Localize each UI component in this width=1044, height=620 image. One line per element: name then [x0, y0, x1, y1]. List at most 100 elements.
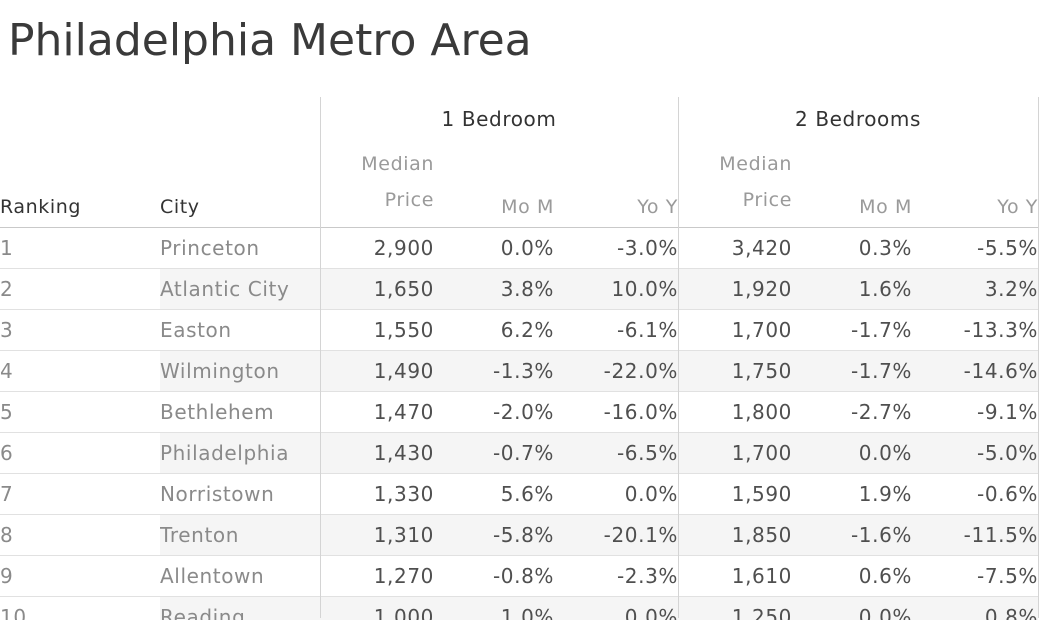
yoy-2br-cell[interactable]: -13.3% [912, 309, 1039, 351]
column-header-mom-2br[interactable]: Mo M [792, 141, 913, 228]
yoy-2br-cell[interactable]: -9.1% [912, 391, 1039, 433]
yoy-1br-cell[interactable]: -6.5% [554, 432, 679, 474]
mom-2br-cell[interactable]: -1.6% [792, 514, 913, 556]
yoy-1br-cell[interactable]: -16.0% [554, 391, 679, 433]
mom-2br-cell[interactable]: 0.6% [792, 555, 913, 597]
group-header-2-bedrooms[interactable]: 2 Bedrooms [795, 107, 921, 131]
table-row: 1 Princeton 2,900 0.0% -3.0% 3,420 0.3% … [0, 227, 1039, 269]
pane-divider-middle [678, 97, 679, 618]
rank-cell[interactable]: 9 [0, 555, 160, 597]
median-price-1br-cell[interactable]: 1,000 [320, 596, 434, 620]
mom-1br-cell[interactable]: -2.0% [434, 391, 554, 433]
yoy-1br-cell[interactable]: 0.0% [554, 596, 679, 620]
table-row: 7 Norristown 1,330 5.6% 0.0% 1,590 1.9% … [0, 473, 1039, 515]
rank-cell[interactable]: 6 [0, 432, 160, 474]
table-row: 10 Reading 1,000 1.0% 0.0% 1,250 0.0% 0.… [0, 596, 1039, 620]
column-header-city[interactable]: City [160, 141, 320, 228]
city-cell[interactable]: Norristown [160, 473, 320, 515]
yoy-1br-cell[interactable]: 0.0% [554, 473, 679, 515]
column-header-mom-1br[interactable]: Mo M [434, 141, 554, 228]
column-header-yoy-2br[interactable]: Yo Y [912, 141, 1039, 228]
yoy-1br-cell[interactable]: -6.1% [554, 309, 679, 351]
yoy-2br-cell[interactable]: 3.2% [912, 268, 1039, 310]
median-price-1br-cell[interactable]: 1,330 [320, 473, 434, 515]
yoy-2br-cell[interactable]: -11.5% [912, 514, 1039, 556]
mom-2br-cell[interactable]: -1.7% [792, 309, 913, 351]
rank-cell[interactable]: 5 [0, 391, 160, 433]
rank-cell[interactable]: 7 [0, 473, 160, 515]
rank-cell[interactable]: 3 [0, 309, 160, 351]
median-price-1br-cell[interactable]: 1,470 [320, 391, 434, 433]
mom-1br-cell[interactable]: -5.8% [434, 514, 554, 556]
mom-1br-cell[interactable]: 6.2% [434, 309, 554, 351]
median-price-2br-cell[interactable]: 1,920 [678, 268, 793, 310]
rank-cell[interactable]: 1 [0, 227, 160, 269]
group-header-1-bedroom[interactable]: 1 Bedroom [441, 107, 557, 131]
median-price-1br-cell[interactable]: 1,270 [320, 555, 434, 597]
mom-1br-cell[interactable]: 5.6% [434, 473, 554, 515]
city-cell[interactable]: Reading [160, 596, 320, 620]
city-cell[interactable]: Wilmington [160, 350, 320, 392]
mom-2br-cell[interactable]: 1.6% [792, 268, 913, 310]
city-cell[interactable]: Allentown [160, 555, 320, 597]
mom-1br-cell[interactable]: 3.8% [434, 268, 554, 310]
median-price-2br-cell[interactable]: 3,420 [678, 227, 793, 269]
yoy-2br-cell[interactable]: -5.0% [912, 432, 1039, 474]
column-header-median-price-2br[interactable]: Median Price [678, 141, 793, 228]
table-row: 5 Bethlehem 1,470 -2.0% -16.0% 1,800 -2.… [0, 391, 1039, 433]
yoy-2br-cell[interactable]: -5.5% [912, 227, 1039, 269]
median-price-1br-cell[interactable]: 2,900 [320, 227, 434, 269]
median-price-1br-cell[interactable]: 1,430 [320, 432, 434, 474]
mom-1br-cell[interactable]: 0.0% [434, 227, 554, 269]
rank-cell[interactable]: 2 [0, 268, 160, 310]
yoy-2br-cell[interactable]: -0.6% [912, 473, 1039, 515]
yoy-2br-cell[interactable]: 0.8% [912, 596, 1039, 620]
median-price-2br-cell[interactable]: 1,250 [678, 596, 793, 620]
median-price-2br-cell[interactable]: 1,590 [678, 473, 793, 515]
rank-cell[interactable]: 4 [0, 350, 160, 392]
table-row: 6 Philadelphia 1,430 -0.7% -6.5% 1,700 0… [0, 432, 1039, 474]
yoy-1br-cell[interactable]: -20.1% [554, 514, 679, 556]
yoy-1br-cell[interactable]: -2.3% [554, 555, 679, 597]
column-header-row: Ranking City Median Price Mo M Yo Y Medi… [0, 141, 1039, 228]
median-price-1br-cell[interactable]: 1,310 [320, 514, 434, 556]
column-header-yoy-1br[interactable]: Yo Y [554, 141, 679, 228]
yoy-2br-cell[interactable]: -14.6% [912, 350, 1039, 392]
mom-2br-cell[interactable]: -2.7% [792, 391, 913, 433]
mom-1br-cell[interactable]: -1.3% [434, 350, 554, 392]
yoy-1br-cell[interactable]: -22.0% [554, 350, 679, 392]
city-cell[interactable]: Atlantic City [160, 268, 320, 310]
city-cell[interactable]: Easton [160, 309, 320, 351]
median-price-2br-cell[interactable]: 1,850 [678, 514, 793, 556]
mom-1br-cell[interactable]: -0.8% [434, 555, 554, 597]
mom-1br-cell[interactable]: 1.0% [434, 596, 554, 620]
column-header-median-price-1br[interactable]: Median Price [320, 141, 434, 228]
median-price-2br-cell[interactable]: 1,800 [678, 391, 793, 433]
median-price-1br-cell[interactable]: 1,550 [320, 309, 434, 351]
rank-cell[interactable]: 8 [0, 514, 160, 556]
yoy-1br-cell[interactable]: 10.0% [554, 268, 679, 310]
median-price-2br-cell[interactable]: 1,610 [678, 555, 793, 597]
rank-cell[interactable]: 10 [0, 596, 160, 620]
yoy-2br-cell[interactable]: -7.5% [912, 555, 1039, 597]
mom-2br-cell[interactable]: -1.7% [792, 350, 913, 392]
city-cell[interactable]: Trenton [160, 514, 320, 556]
mom-2br-cell[interactable]: 0.0% [792, 596, 913, 620]
median-price-1br-cell[interactable]: 1,490 [320, 350, 434, 392]
mom-1br-cell[interactable]: -0.7% [434, 432, 554, 474]
table-row: 2 Atlantic City 1,650 3.8% 10.0% 1,920 1… [0, 268, 1039, 310]
median-price-2br-cell[interactable]: 1,750 [678, 350, 793, 392]
mom-2br-cell[interactable]: 0.3% [792, 227, 913, 269]
mom-2br-cell[interactable]: 1.9% [792, 473, 913, 515]
median-price-2br-cell[interactable]: 1,700 [678, 432, 793, 474]
city-cell[interactable]: Philadelphia [160, 432, 320, 474]
group-header-spacer [0, 97, 320, 141]
median-price-1br-cell[interactable]: 1,650 [320, 268, 434, 310]
mom-2br-cell[interactable]: 0.0% [792, 432, 913, 474]
median-price-2br-cell[interactable]: 1,700 [678, 309, 793, 351]
city-cell[interactable]: Princeton [160, 227, 320, 269]
pane-divider-left [320, 97, 321, 618]
column-header-ranking[interactable]: Ranking [0, 141, 160, 228]
yoy-1br-cell[interactable]: -3.0% [554, 227, 679, 269]
city-cell[interactable]: Bethlehem [160, 391, 320, 433]
